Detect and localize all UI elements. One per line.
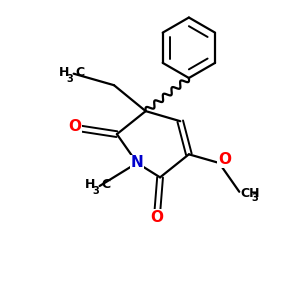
Text: H: H <box>59 66 69 79</box>
Text: 3: 3 <box>251 193 258 203</box>
Text: 3: 3 <box>66 74 73 84</box>
Text: 3: 3 <box>92 186 99 196</box>
Text: O: O <box>68 119 81 134</box>
Text: C: C <box>101 178 110 191</box>
Text: O: O <box>218 152 231 167</box>
Text: H: H <box>85 178 95 191</box>
Text: N: N <box>131 155 143 170</box>
Text: C: C <box>75 66 84 79</box>
Text: O: O <box>151 210 164 225</box>
Text: CH: CH <box>241 187 260 200</box>
